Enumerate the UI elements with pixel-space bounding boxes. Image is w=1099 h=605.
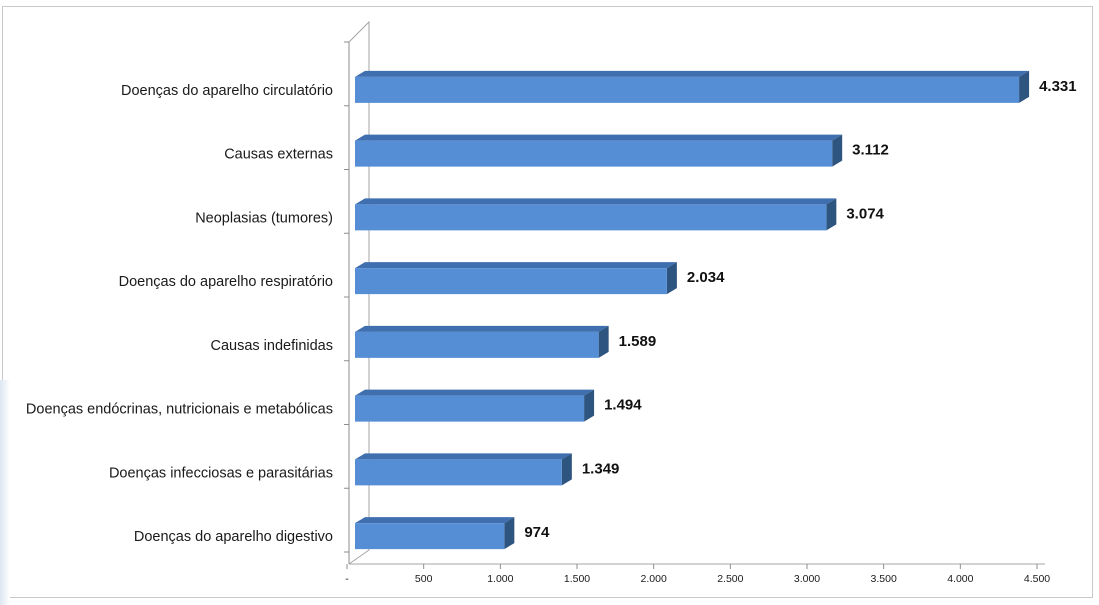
- x-tick-label: 4.000: [947, 573, 973, 585]
- x-tick-label: -: [345, 573, 349, 585]
- category-label: Doenças endócrinas, nutricionais e metab…: [26, 402, 333, 418]
- data-label: 2.034: [687, 269, 725, 286]
- bar-top-face: [355, 262, 677, 269]
- data-label: 3.112: [852, 142, 889, 159]
- bar-side-face: [561, 453, 572, 486]
- category-label: Doenças do aparelho digestivo: [134, 529, 333, 545]
- bar-top-face: [355, 70, 1030, 77]
- bar-side-face: [504, 517, 515, 550]
- bar: [355, 459, 562, 486]
- x-tick-label: 2.500: [717, 573, 743, 585]
- x-tick-label: 3.000: [794, 573, 820, 585]
- category-label: Doenças do aparelho respiratório: [119, 274, 333, 290]
- category-label: Doenças do aparelho circulatório: [121, 83, 333, 99]
- data-label: 3.074: [846, 205, 884, 222]
- bar-side-face: [584, 389, 595, 422]
- background-shade: [0, 380, 10, 605]
- data-label: 1.349: [582, 460, 620, 477]
- chart-frame: [2, 6, 1093, 598]
- bar: [355, 331, 599, 358]
- bar-side-face: [666, 262, 677, 295]
- bar-side-face: [832, 134, 843, 167]
- bar-top-face: [355, 389, 595, 396]
- bar-top-face: [355, 453, 572, 460]
- x-tick-label: 500: [415, 573, 433, 585]
- data-label: 1.494: [604, 397, 642, 414]
- bar: [355, 204, 827, 231]
- x-tick-label: 1.000: [487, 573, 513, 585]
- bar: [355, 140, 833, 167]
- x-tick-label: 1.500: [564, 573, 590, 585]
- data-label: 974: [524, 524, 550, 541]
- bar-side-face: [598, 325, 609, 358]
- bar-top-face: [355, 517, 515, 524]
- bar: [355, 268, 667, 295]
- bar: [355, 76, 1020, 103]
- data-label: 1.589: [619, 333, 657, 350]
- x-tick-label: 2.000: [641, 573, 667, 585]
- x-tick-label: 3.500: [871, 573, 897, 585]
- bar-side-face: [826, 198, 837, 231]
- category-label: Neoplasias (tumores): [195, 210, 333, 226]
- bar-top-face: [355, 325, 609, 332]
- bar: [355, 523, 505, 550]
- category-label: Causas indefinidas: [210, 338, 333, 354]
- bar-side-face: [1019, 70, 1030, 103]
- data-label: 4.331: [1039, 78, 1077, 95]
- x-tick-label: 4.500: [1024, 573, 1050, 585]
- bar: [355, 395, 585, 422]
- bar-top-face: [355, 198, 837, 205]
- category-label: Doenças infecciosas e parasitárias: [109, 465, 333, 481]
- bar-top-face: [355, 134, 843, 141]
- category-label: Causas externas: [224, 147, 333, 163]
